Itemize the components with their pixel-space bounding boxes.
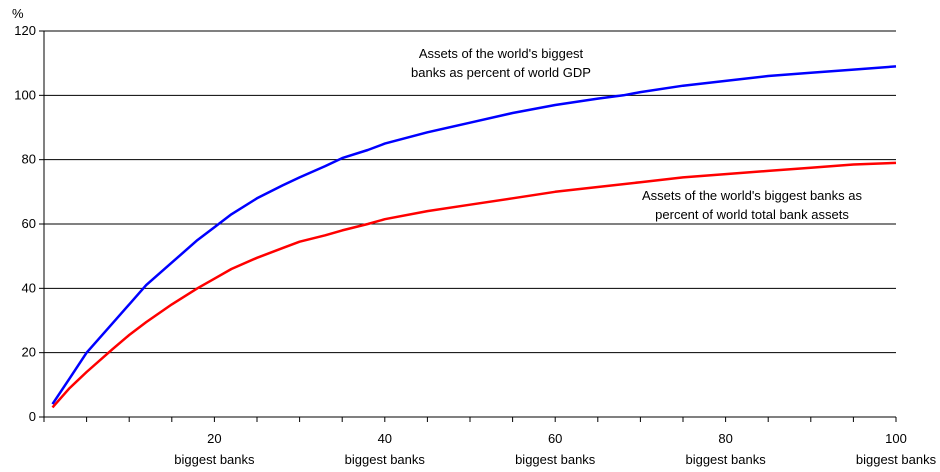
- x-tick-text: biggest banks: [856, 452, 937, 467]
- series-annotation-line: percent of world total bank assets: [655, 207, 849, 222]
- y-tick-label: 60: [22, 216, 36, 231]
- series-line-1: [51, 65, 897, 405]
- y-tick-label: 0: [29, 409, 36, 424]
- x-tick-number: 100: [885, 431, 907, 446]
- y-tick-label: 120: [14, 23, 36, 38]
- y-tick-label: 20: [22, 345, 36, 360]
- annotations: Assets of the world's biggest banks as pe…: [411, 46, 862, 222]
- axes: [39, 30, 897, 422]
- series-lines: [51, 65, 897, 409]
- y-tick-label: 80: [22, 152, 36, 167]
- x-tick-number: 40: [378, 431, 392, 446]
- x-tick-text: biggest banks: [174, 452, 255, 467]
- series-line-2: [51, 161, 897, 409]
- x-tick-labels: 20 biggest banks 40 biggest banks 60 biggest …: [174, 431, 936, 467]
- series-annotation-line: banks as percent of world GDP: [411, 65, 591, 80]
- x-tick-text: biggest banks: [685, 452, 766, 467]
- y-tick-label: 40: [22, 280, 36, 295]
- y-unit-label: %: [12, 6, 24, 21]
- x-tick-text: biggest banks: [345, 452, 426, 467]
- y-tick-label: 100: [14, 87, 36, 102]
- x-tick-number: 80: [718, 431, 732, 446]
- x-tick-number: 20: [207, 431, 221, 446]
- x-tick-number: 60: [548, 431, 562, 446]
- x-tick-text: biggest banks: [515, 452, 596, 467]
- y-tick-labels: 0 20 40 60 80 100 120: [14, 23, 36, 424]
- series-annotation-line: Assets of the world's biggest banks as: [642, 188, 862, 203]
- series-annotation-line: Assets of the world's biggest: [419, 46, 584, 61]
- gridlines: [44, 30, 896, 354]
